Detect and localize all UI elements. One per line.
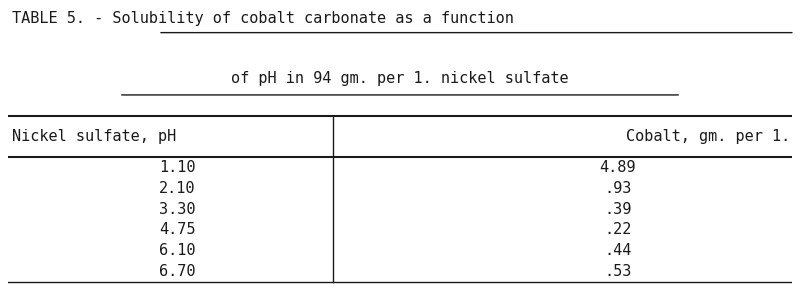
Text: 6.10: 6.10 [159,243,195,258]
Text: Nickel sulfate, pH: Nickel sulfate, pH [12,129,176,144]
Text: 1.10: 1.10 [159,160,195,175]
Text: 3.30: 3.30 [159,202,195,217]
Text: 6.70: 6.70 [159,264,195,279]
Text: 4.89: 4.89 [599,160,636,175]
Text: .93: .93 [604,181,631,196]
Text: TABLE 5. - Solubility of cobalt carbonate as a function: TABLE 5. - Solubility of cobalt carbonat… [12,11,514,26]
Text: of pH in 94 gm. per 1. nickel sulfate: of pH in 94 gm. per 1. nickel sulfate [231,71,569,86]
Text: 4.75: 4.75 [159,223,195,238]
Text: .53: .53 [604,264,631,279]
Text: 2.10: 2.10 [159,181,195,196]
Text: .44: .44 [604,243,631,258]
Text: .22: .22 [604,223,631,238]
Text: Cobalt, gm. per 1.: Cobalt, gm. per 1. [626,129,790,144]
Text: .39: .39 [604,202,631,217]
